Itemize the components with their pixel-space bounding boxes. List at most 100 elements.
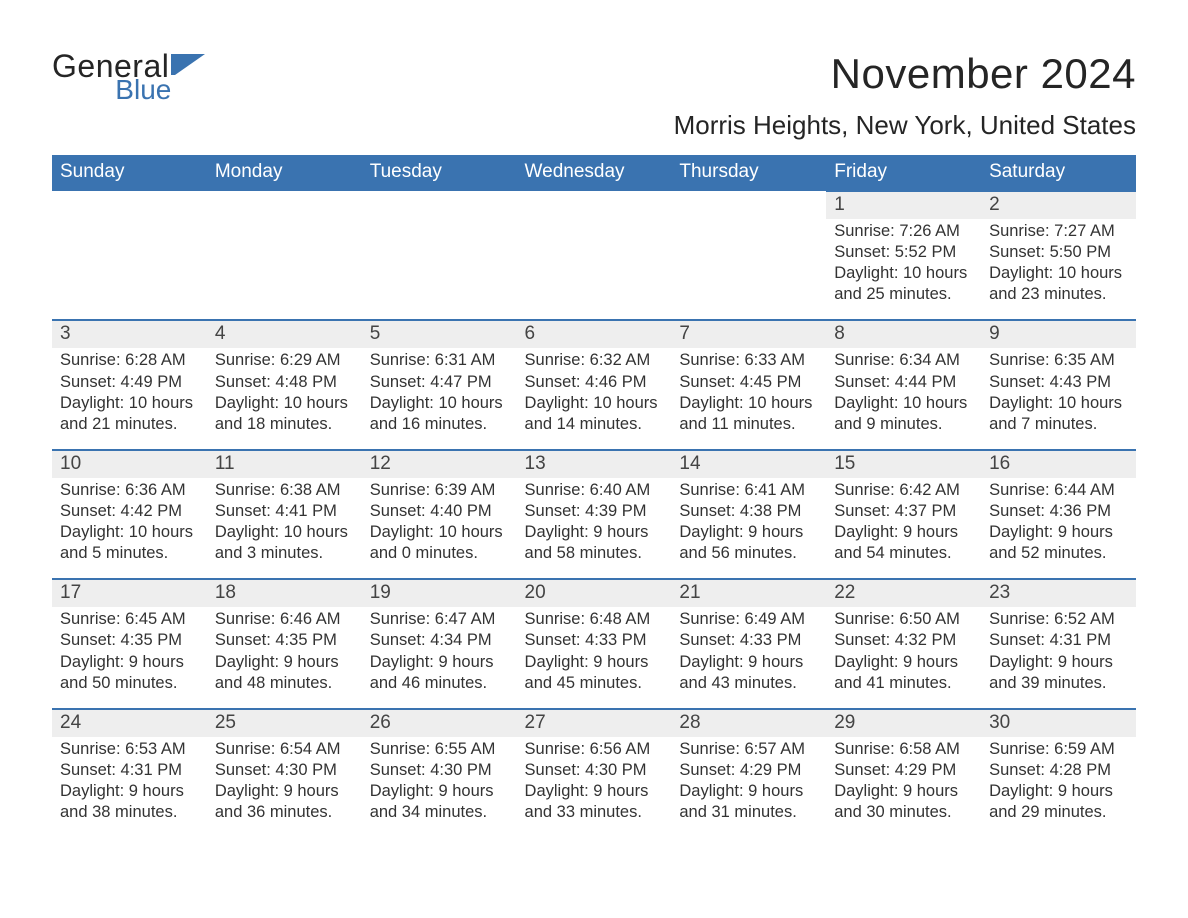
sunset-line: Sunset: 4:48 PM (215, 372, 354, 393)
week-daynum-row: 10111213141516 (52, 450, 1136, 478)
day-number: 4 (207, 321, 362, 348)
sunrise-line: Sunrise: 6:55 AM (370, 739, 509, 760)
day-cell-number: 4 (207, 320, 362, 348)
daylight-line-1: Daylight: 10 hours (834, 263, 973, 284)
weekday-header-row: SundayMondayTuesdayWednesdayThursdayFrid… (52, 155, 1136, 191)
day-cell-number: 7 (671, 320, 826, 348)
day-info: Sunrise: 6:58 AMSunset: 4:29 PMDaylight:… (826, 737, 981, 837)
daylight-line-2: and 34 minutes. (370, 802, 509, 823)
day-cell-info: Sunrise: 6:32 AMSunset: 4:46 PMDaylight:… (517, 348, 672, 449)
sunset-line: Sunset: 4:29 PM (834, 760, 973, 781)
daylight-line-2: and 5 minutes. (60, 543, 199, 564)
day-info: Sunrise: 6:38 AMSunset: 4:41 PMDaylight:… (207, 478, 362, 578)
daylight-line-1: Daylight: 10 hours (215, 522, 354, 543)
day-cell-number: 14 (671, 450, 826, 478)
sunset-line: Sunset: 5:52 PM (834, 242, 973, 263)
calendar-table: SundayMondayTuesdayWednesdayThursdayFrid… (52, 155, 1136, 837)
day-info: Sunrise: 7:27 AMSunset: 5:50 PMDaylight:… (981, 219, 1136, 319)
daylight-line-2: and 48 minutes. (215, 673, 354, 694)
daylight-line-2: and 54 minutes. (834, 543, 973, 564)
daylight-line-1: Daylight: 10 hours (215, 393, 354, 414)
weekday-header: Friday (826, 155, 981, 191)
day-number: 7 (671, 321, 826, 348)
daylight-line-1: Daylight: 9 hours (215, 652, 354, 673)
daylight-line-2: and 46 minutes. (370, 673, 509, 694)
sunrise-line: Sunrise: 6:36 AM (60, 480, 199, 501)
day-cell-number: 5 (362, 320, 517, 348)
daylight-line-2: and 29 minutes. (989, 802, 1128, 823)
daylight-line-1: Daylight: 9 hours (989, 522, 1128, 543)
day-info: Sunrise: 6:53 AMSunset: 4:31 PMDaylight:… (52, 737, 207, 837)
day-info: Sunrise: 6:46 AMSunset: 4:35 PMDaylight:… (207, 607, 362, 707)
sunset-line: Sunset: 4:30 PM (215, 760, 354, 781)
daylight-line-2: and 58 minutes. (525, 543, 664, 564)
day-number: 14 (671, 451, 826, 478)
week-daynum-row: 24252627282930 (52, 709, 1136, 737)
sunset-line: Sunset: 4:43 PM (989, 372, 1128, 393)
daylight-line-1: Daylight: 9 hours (834, 781, 973, 802)
day-info: Sunrise: 6:48 AMSunset: 4:33 PMDaylight:… (517, 607, 672, 707)
daylight-line-1: Daylight: 9 hours (989, 781, 1128, 802)
day-number: 20 (517, 580, 672, 607)
day-cell-number: 16 (981, 450, 1136, 478)
daylight-line-1: Daylight: 10 hours (60, 393, 199, 414)
daylight-line-1: Daylight: 9 hours (679, 652, 818, 673)
daylight-line-1: Daylight: 9 hours (989, 652, 1128, 673)
day-number: 23 (981, 580, 1136, 607)
day-cell-info (207, 219, 362, 320)
day-number: 25 (207, 710, 362, 737)
daylight-line-1: Daylight: 10 hours (679, 393, 818, 414)
daylight-line-1: Daylight: 10 hours (989, 263, 1128, 284)
sunrise-line: Sunrise: 6:42 AM (834, 480, 973, 501)
day-info: Sunrise: 6:33 AMSunset: 4:45 PMDaylight:… (671, 348, 826, 448)
sunrise-line: Sunrise: 6:59 AM (989, 739, 1128, 760)
day-number: 22 (826, 580, 981, 607)
day-info: Sunrise: 6:56 AMSunset: 4:30 PMDaylight:… (517, 737, 672, 837)
daylight-line-2: and 7 minutes. (989, 414, 1128, 435)
sunrise-line: Sunrise: 6:47 AM (370, 609, 509, 630)
daylight-line-2: and 0 minutes. (370, 543, 509, 564)
sunset-line: Sunset: 4:31 PM (60, 760, 199, 781)
sunset-line: Sunset: 4:33 PM (679, 630, 818, 651)
daylight-line-1: Daylight: 9 hours (60, 652, 199, 673)
day-number: 12 (362, 451, 517, 478)
daylight-line-1: Daylight: 10 hours (989, 393, 1128, 414)
day-info: Sunrise: 6:55 AMSunset: 4:30 PMDaylight:… (362, 737, 517, 837)
daylight-line-2: and 50 minutes. (60, 673, 199, 694)
day-cell-info: Sunrise: 6:40 AMSunset: 4:39 PMDaylight:… (517, 478, 672, 579)
day-cell-info: Sunrise: 6:36 AMSunset: 4:42 PMDaylight:… (52, 478, 207, 579)
sunrise-line: Sunrise: 6:48 AM (525, 609, 664, 630)
sunrise-line: Sunrise: 6:29 AM (215, 350, 354, 371)
day-cell-info: Sunrise: 6:47 AMSunset: 4:34 PMDaylight:… (362, 607, 517, 708)
day-cell-number: 15 (826, 450, 981, 478)
day-cell-info: Sunrise: 6:48 AMSunset: 4:33 PMDaylight:… (517, 607, 672, 708)
sunset-line: Sunset: 4:33 PM (525, 630, 664, 651)
sunrise-line: Sunrise: 6:54 AM (215, 739, 354, 760)
sunrise-line: Sunrise: 6:33 AM (679, 350, 818, 371)
day-cell-number: 3 (52, 320, 207, 348)
day-info: Sunrise: 6:32 AMSunset: 4:46 PMDaylight:… (517, 348, 672, 448)
sunset-line: Sunset: 4:40 PM (370, 501, 509, 522)
sunset-line: Sunset: 4:31 PM (989, 630, 1128, 651)
day-cell-info: Sunrise: 6:44 AMSunset: 4:36 PMDaylight:… (981, 478, 1136, 579)
day-number (52, 192, 207, 218)
sunset-line: Sunset: 4:38 PM (679, 501, 818, 522)
day-cell-info: Sunrise: 6:41 AMSunset: 4:38 PMDaylight:… (671, 478, 826, 579)
day-cell-info (517, 219, 672, 320)
daylight-line-1: Daylight: 9 hours (834, 522, 973, 543)
day-cell-number: 22 (826, 579, 981, 607)
day-cell-info: Sunrise: 7:27 AMSunset: 5:50 PMDaylight:… (981, 219, 1136, 320)
sunset-line: Sunset: 4:41 PM (215, 501, 354, 522)
day-number (362, 192, 517, 218)
day-number: 9 (981, 321, 1136, 348)
day-cell-info (671, 219, 826, 320)
day-cell-number: 20 (517, 579, 672, 607)
day-cell-info: Sunrise: 6:57 AMSunset: 4:29 PMDaylight:… (671, 737, 826, 837)
day-cell-number: 30 (981, 709, 1136, 737)
day-cell-number: 24 (52, 709, 207, 737)
day-info: Sunrise: 6:47 AMSunset: 4:34 PMDaylight:… (362, 607, 517, 707)
day-number: 8 (826, 321, 981, 348)
daylight-line-1: Daylight: 9 hours (679, 781, 818, 802)
day-cell-number: 10 (52, 450, 207, 478)
daylight-line-1: Daylight: 9 hours (370, 781, 509, 802)
